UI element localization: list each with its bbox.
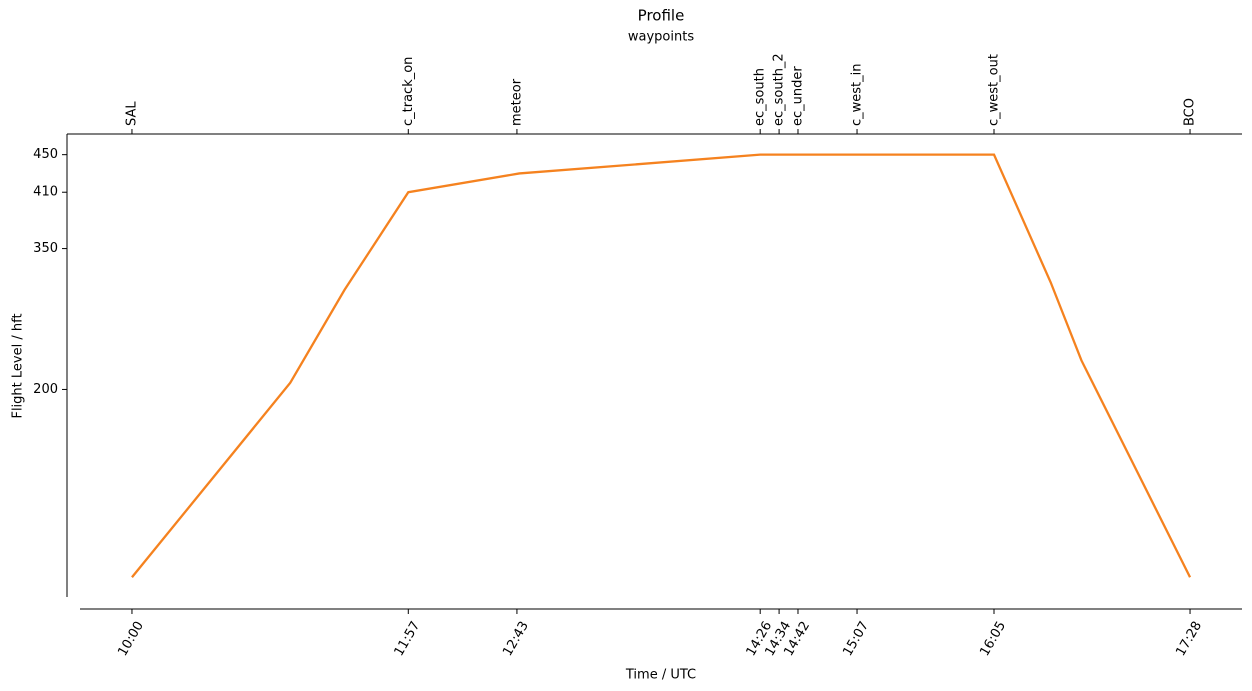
x-tick-label: 16:05 [977, 619, 1009, 659]
waypoint-label: meteor [509, 78, 524, 126]
x-tick-label: 10:00 [115, 619, 147, 659]
waypoint-label: c_west_out [987, 54, 1002, 126]
x-tick-label: 11:57 [392, 619, 424, 659]
y-tick-label: 350 [33, 241, 58, 256]
waypoint-label: c_track_on [401, 57, 416, 126]
waypoint-label: BCO [1183, 98, 1198, 126]
x-tick-label: 17:28 [1173, 619, 1205, 659]
chart-title: Profile [638, 7, 685, 25]
waypoint-label: ec_south_2 [772, 53, 787, 126]
waypoint-label: ec_south [753, 68, 768, 126]
waypoint-label: c_west_in [850, 64, 865, 127]
waypoint-label: SAL [124, 101, 139, 126]
x-tick-label: 12:43 [500, 619, 532, 659]
y-tick-label: 410 [33, 185, 58, 200]
x-axis-label: Time / UTC [625, 668, 696, 683]
y-tick-label: 200 [33, 382, 58, 397]
x-tick-label: 15:07 [840, 619, 872, 659]
top-axis-label: waypoints [628, 30, 694, 45]
y-axis-label: Flight Level / hft [11, 313, 26, 418]
y-tick-label: 450 [33, 147, 58, 162]
line [131, 153, 1192, 579]
waypoint-label: ec_under [790, 66, 805, 126]
